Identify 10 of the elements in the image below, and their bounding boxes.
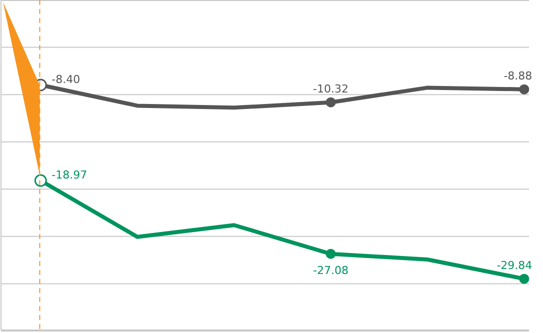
point [519,274,530,284]
data-label: -18.97 [52,168,88,182]
data-label: -29.84 [496,258,532,272]
data-label: -10.32 [313,82,348,96]
point [326,248,336,259]
point [326,97,336,108]
data-label: -8.40 [52,72,80,86]
point [519,84,530,94]
data-label: -27.08 [313,264,348,277]
data-label: -8.88 [504,69,532,82]
